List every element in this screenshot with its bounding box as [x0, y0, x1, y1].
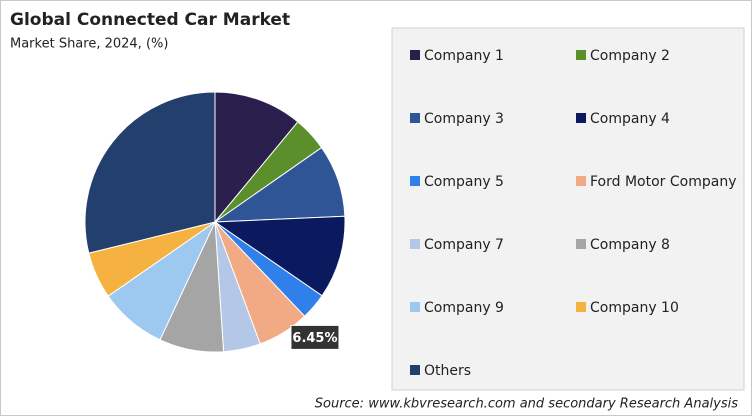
- chart-subtitle: Market Share, 2024, (%): [10, 37, 168, 52]
- legend-label: Company 10: [590, 300, 679, 316]
- chart-title: Global Connected Car Market: [10, 10, 290, 30]
- legend-panel: [391, 27, 745, 391]
- pie-slice: [214, 91, 299, 224]
- legend-swatch: [576, 50, 586, 60]
- legend-swatch: [576, 113, 586, 123]
- legend-swatch: [410, 50, 420, 60]
- legend-label: Ford Motor Company: [590, 174, 736, 190]
- source-note: Source: www.kbvresearch.com and secondar…: [315, 397, 738, 412]
- legend-label: Company 9: [424, 300, 504, 316]
- legend-label: Company 5: [424, 174, 504, 190]
- legend-label: Company 7: [424, 237, 504, 253]
- legend-swatch: [576, 239, 586, 249]
- legend-swatch: [410, 176, 420, 186]
- legend-label: Company 4: [590, 111, 670, 127]
- legend-label: Company 2: [590, 48, 670, 64]
- value-label: 6.45%: [292, 331, 337, 346]
- value-label-box: [290, 324, 340, 350]
- legend-swatch: [576, 176, 586, 186]
- legend-swatch: [410, 113, 420, 123]
- pie-slice: [213, 215, 346, 297]
- pie-slice: [84, 91, 216, 254]
- legend-label: Company 1: [424, 48, 504, 64]
- legend-swatch: [410, 365, 420, 375]
- legend-label: Company 8: [590, 237, 670, 253]
- legend-swatch: [410, 239, 420, 249]
- legend-swatch: [410, 302, 420, 312]
- legend-label: Company 3: [424, 111, 504, 127]
- legend-swatch: [576, 302, 586, 312]
- legend-label: Others: [424, 363, 471, 379]
